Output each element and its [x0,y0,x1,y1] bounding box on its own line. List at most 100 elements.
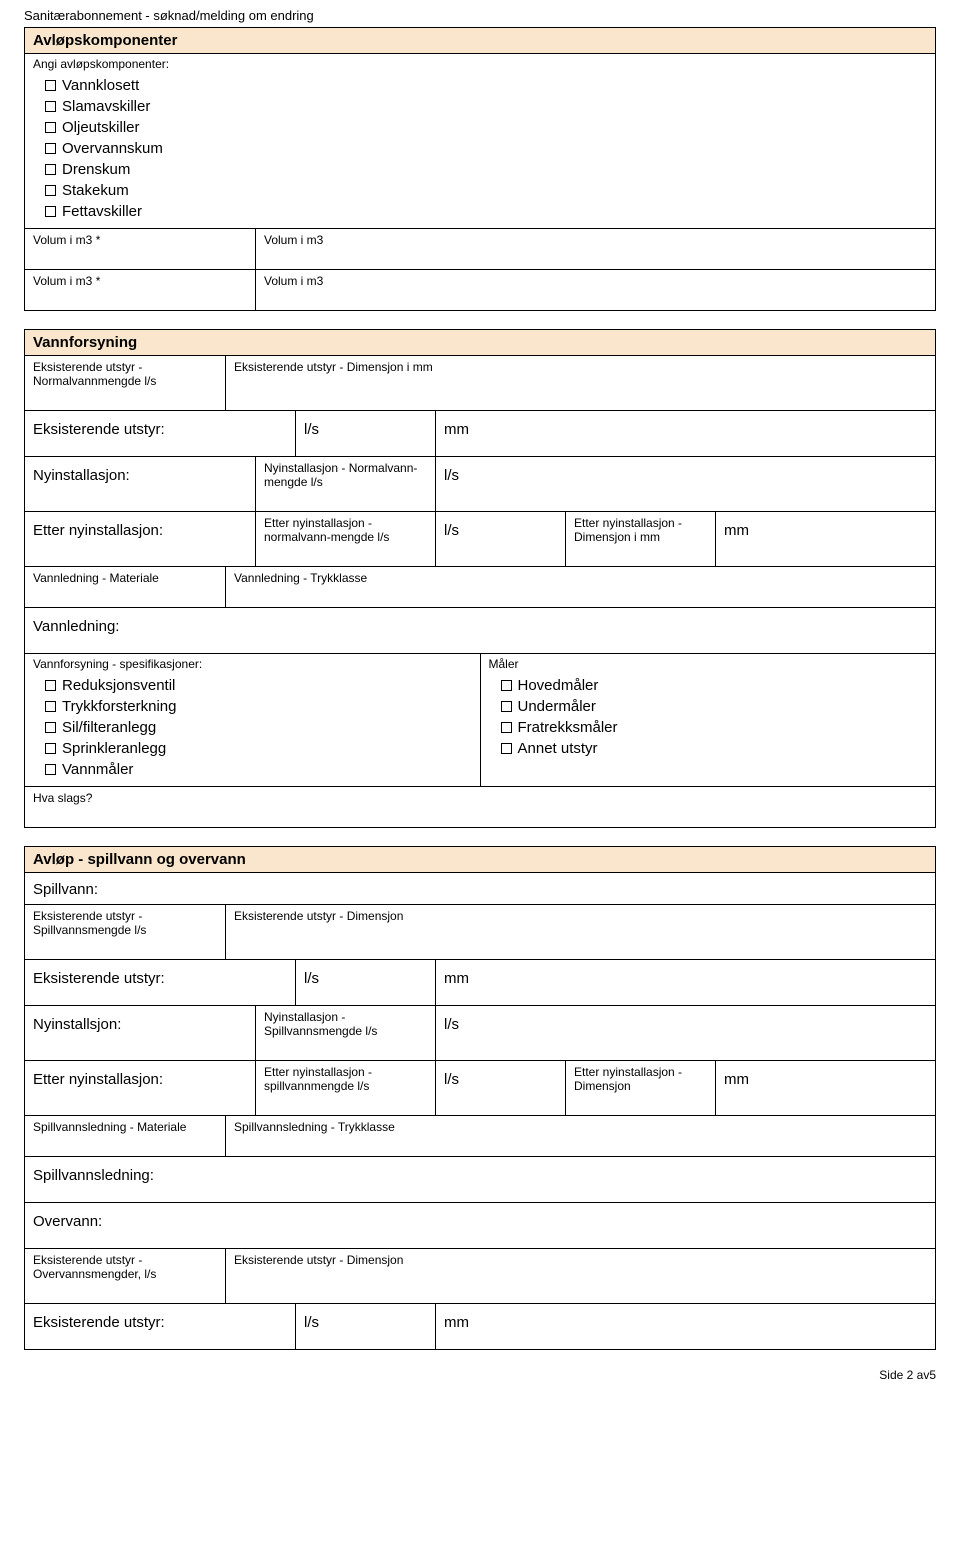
checkbox-item[interactable]: Fratrekksmåler [501,717,928,738]
checkbox-item[interactable]: Sprinkleranlegg [45,738,472,759]
spec-title: Vannforsyning - spesifikasjoner: [25,654,480,673]
checkbox-list: Hovedmåler Undermåler Fratrekksmåler Ann… [481,673,936,765]
section-vannforsyning: Vannforsyning Eksisterende utstyr - Norm… [24,329,936,828]
checkbox-item[interactable]: Vannklosett [45,75,927,96]
checkbox-label: Fettavskiller [62,203,142,220]
checkbox-label: Stakekum [62,182,129,199]
section-avlopskomponenter: Avløpskomponenter Angi avløpskomponenter… [24,27,936,311]
checkbox-item[interactable]: Fettavskiller [45,201,927,222]
cell-label: Eksisterende utstyr: [25,411,295,456]
checkbox-icon [45,701,56,712]
cell-value: l/s [435,1006,935,1060]
cell-label: Spillvannsledning - Trykklasse [225,1116,935,1156]
table-row: Spillvannsledning - Materiale Spillvanns… [25,1115,935,1156]
checkbox-item[interactable]: Oljeutskiller [45,117,927,138]
checkbox-icon [45,185,56,196]
table-row: Etter nyinstallasjon: Etter nyinstallasj… [25,511,935,566]
cell-value: l/s [295,1304,435,1349]
overvann-heading: Overvann: [25,1203,935,1248]
cell-label: Eksisterende utstyr - Dimensjon i mm [225,356,935,410]
cell-label: Nyinstallasjon - Normalvann-mengde l/s [255,457,435,511]
cell-value: mm [435,411,935,456]
table-row: Overvann: [25,1202,935,1248]
table-row: Eksisterende utstyr: l/s mm [25,410,935,456]
maler-title: Måler [481,654,936,673]
checkbox-icon [501,722,512,733]
section-header: Avløp - spillvann og overvann [25,847,935,873]
cell-value: l/s [435,512,565,566]
volume-value: Volum i m3 [255,229,935,269]
table-row: Eksisterende utstyr - Spillvannsmengde l… [25,904,935,959]
checkbox-icon [45,80,56,91]
table-row: Vannledning - Materiale Vannledning - Tr… [25,566,935,607]
table-row: Vannledning: [25,607,935,653]
spec-left: Vannforsyning - spesifikasjoner: Reduksj… [25,654,480,786]
table-row: Spillvannsledning: [25,1156,935,1202]
cell-value: l/s [435,457,935,511]
section-avlop: Avløp - spillvann og overvann Spillvann:… [24,846,936,1350]
checkbox-label: Vannklosett [62,77,139,94]
checkbox-item[interactable]: Undermåler [501,696,928,717]
cell-label: Spillvannsledning - Materiale [25,1116,225,1156]
checkbox-label: Fratrekksmåler [518,719,618,736]
cell-label: Nyinstallasjon: [25,457,255,511]
hva-slags: Hva slags? [25,787,935,827]
table-row: Hva slags? [25,786,935,827]
cell-label: Eksisterende utstyr - Normalvannmengde l… [25,356,225,410]
checkbox-label: Reduksjonsventil [62,677,175,694]
checkbox-icon [501,701,512,712]
document-title: Sanitærabonnement - søknad/melding om en… [24,8,936,23]
checkbox-item[interactable]: Slamavskiller [45,96,927,117]
cell-value: mm [435,960,935,1005]
cell-value: l/s [295,960,435,1005]
cell-value: mm [715,512,935,566]
checkbox-item[interactable]: Annet utstyr [501,738,928,759]
cell-label: Etter nyinstallasjon: [25,1061,255,1115]
cell-label: Eksisterende utstyr - Spillvannsmengde l… [25,905,225,959]
checkbox-list: Vannklosett Slamavskiller Oljeutskiller … [25,73,935,228]
checkbox-label: Vannmåler [62,761,133,778]
checkbox-item[interactable]: Overvannskum [45,138,927,159]
checkbox-icon [45,101,56,112]
table-row: Etter nyinstallasjon: Etter nyinstallasj… [25,1060,935,1115]
checkbox-list: Reduksjonsventil Trykkforsterkning Sil/f… [25,673,480,786]
table-row: Volum i m3 * Volum i m3 [25,269,935,310]
checkbox-icon [45,680,56,691]
section-header: Vannforsyning [25,330,935,356]
table-row: Vannforsyning - spesifikasjoner: Reduksj… [25,653,935,786]
volume-label: Volum i m3 * [25,229,255,269]
checkbox-item[interactable]: Reduksjonsventil [45,675,472,696]
checkbox-icon [501,743,512,754]
cell-label: Nyinstallasjon - Spillvannsmengde l/s [255,1006,435,1060]
checkbox-label: Overvannskum [62,140,163,157]
cell-label: Eksisterende utstyr - Overvannsmengder, … [25,1249,225,1303]
checkbox-label: Annet utstyr [518,740,598,757]
table-row: Eksisterende utstyr: l/s mm [25,959,935,1005]
checkbox-item[interactable]: Sil/filteranlegg [45,717,472,738]
checkbox-item[interactable]: Vannmåler [45,759,472,780]
section-header: Avløpskomponenter [25,28,935,54]
checkbox-item[interactable]: Trykkforsterkning [45,696,472,717]
checkbox-item[interactable]: Drenskum [45,159,927,180]
checkbox-label: Sil/filteranlegg [62,719,156,736]
cell-label: Vannledning - Trykklasse [225,567,935,607]
table-row: Nyinstallasjon: Nyinstallasjon - Normalv… [25,456,935,511]
cell-label: Spillvannsledning: [25,1157,935,1202]
checkbox-icon [45,206,56,217]
cell-label: Eksisterende utstyr - Dimensjon [225,905,935,959]
table-row: Eksisterende utstyr - Overvannsmengder, … [25,1248,935,1303]
checkbox-item[interactable]: Stakekum [45,180,927,201]
checkbox-label: Undermåler [518,698,596,715]
checkbox-label: Hovedmåler [518,677,599,694]
table-row: Eksisterende utstyr: l/s mm [25,1303,935,1349]
cell-label: Eksisterende utstyr: [25,1304,295,1349]
cell-label: Etter nyinstallasjon - Dimensjon i mm [565,512,715,566]
cell-label: Vannledning: [25,608,935,653]
cell-label: Etter nyinstallasjon - spillvannmengde l… [255,1061,435,1115]
cell-value: mm [435,1304,935,1349]
subtitle: Angi avløpskomponenter: [25,54,935,73]
page-footer: Side 2 av5 [24,1368,936,1382]
checkbox-item[interactable]: Hovedmåler [501,675,928,696]
cell-value: mm [715,1061,935,1115]
volume-value: Volum i m3 [255,270,935,310]
